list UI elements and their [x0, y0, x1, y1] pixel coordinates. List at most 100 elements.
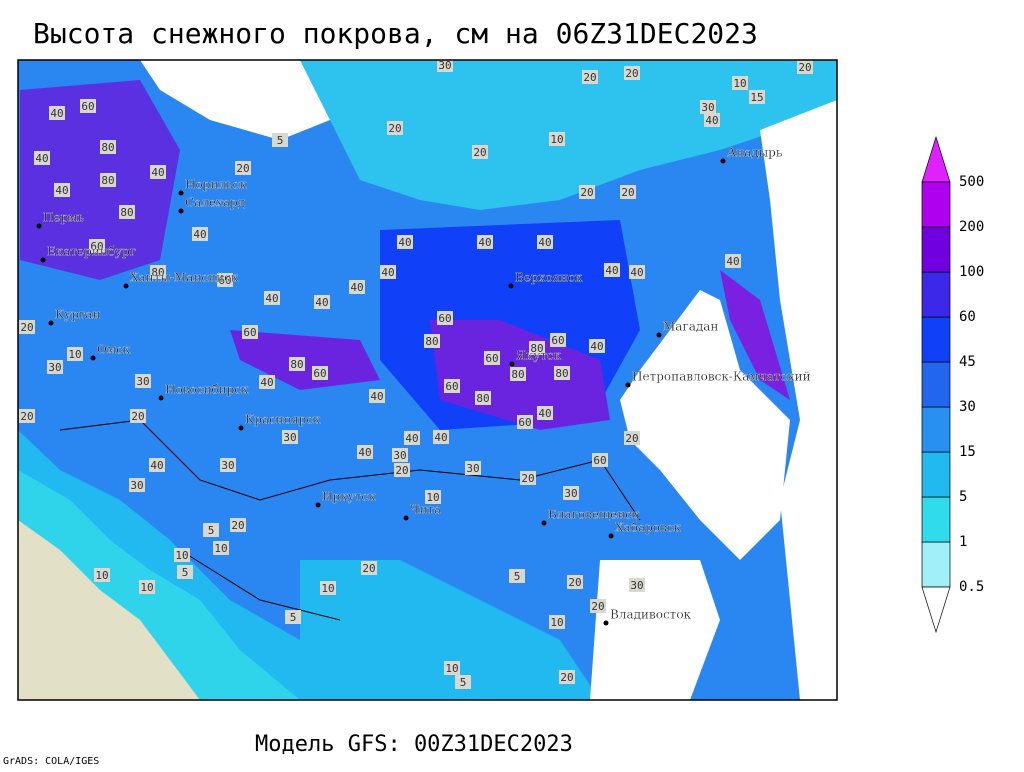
contour-label-box — [217, 273, 233, 287]
contour-label: 10 — [733, 77, 746, 90]
colorbar-segment — [921, 181, 951, 228]
contour-label: 20 — [231, 519, 244, 532]
city-dot — [40, 257, 46, 263]
contour-label-box — [19, 320, 35, 334]
contour-label-box — [19, 409, 35, 423]
contour-label: 20 — [20, 410, 33, 423]
contour-label: 10 — [95, 569, 108, 582]
contour-label-box — [230, 518, 246, 532]
contour-label-box — [192, 227, 208, 241]
city-label: Ханты-Мансийск — [130, 271, 239, 285]
title: Высота снежного покрова, см на 06Z31DEC2… — [33, 17, 758, 50]
contour-label-box — [472, 145, 488, 159]
colorbar-segment — [921, 271, 951, 318]
contour-label-box — [392, 448, 408, 462]
contour-label: 40 — [398, 236, 411, 249]
contour-label: 5 — [460, 676, 467, 689]
contour-label: 20 — [473, 146, 486, 159]
contour-label: 20 — [521, 472, 534, 485]
contour-label-box — [529, 341, 545, 355]
contour-label-box — [314, 295, 330, 309]
contour-label-box — [425, 490, 441, 504]
city-label: Верхоянск — [515, 271, 583, 285]
contour-label-box — [477, 235, 493, 249]
ocean — [140, 60, 330, 140]
contour-label-box — [520, 471, 536, 485]
map-frame — [17, 59, 838, 701]
colorbar-segment — [921, 361, 951, 408]
contour-label: 40 — [358, 446, 371, 459]
contour-label-box — [272, 133, 288, 147]
contour-label-box — [54, 183, 70, 197]
contour-label: 30 — [466, 462, 479, 475]
contour-label: 10 — [68, 348, 81, 361]
contour-label-box — [282, 430, 298, 444]
contour-label-box — [590, 599, 606, 613]
contour-label: 40 — [434, 431, 447, 444]
contour-label-box — [139, 580, 155, 594]
contour-label-box — [94, 568, 110, 582]
contour-label: 20 — [583, 71, 596, 84]
contour-label-box — [150, 165, 166, 179]
city-dot — [608, 533, 614, 539]
contour-label: 60 — [81, 100, 94, 113]
contour-label-box — [620, 185, 636, 199]
contour-label-box — [47, 360, 63, 374]
contour-label-box — [149, 458, 165, 472]
contour-label-box — [484, 351, 500, 365]
city-label: Красноярск — [245, 413, 321, 427]
contour-label: 40 — [705, 114, 718, 127]
contour-label-box — [349, 280, 365, 294]
contour-label: 40 — [605, 264, 618, 277]
contour-label-box — [80, 99, 96, 113]
city-dot — [238, 425, 244, 431]
contour-label: 80 — [530, 342, 543, 355]
contour-label-box — [177, 565, 193, 579]
contour-label: 40 — [50, 107, 63, 120]
contour-label: 40 — [350, 281, 363, 294]
contour-label-box — [129, 478, 145, 492]
contour-label-box — [387, 121, 403, 135]
city-dot — [656, 332, 662, 338]
contour-label: 80 — [425, 335, 438, 348]
city-dot — [90, 355, 96, 361]
city-dot — [720, 158, 726, 164]
contour-label-box — [130, 409, 146, 423]
contour-label: 40 — [151, 166, 164, 179]
contour-label-box — [537, 235, 553, 249]
city-label: Владивосток — [610, 608, 692, 622]
contour-label-box — [397, 235, 413, 249]
contour-label: 80 — [120, 206, 133, 219]
contour-label-box — [563, 486, 579, 500]
ice — [300, 60, 837, 210]
contour-label-box — [550, 333, 566, 347]
colorbar-label: 45 — [959, 354, 976, 370]
contour-label-box — [629, 578, 645, 592]
contour-label-box — [749, 90, 765, 104]
contour-label: 60 — [445, 380, 458, 393]
contour-label: 60 — [551, 334, 564, 347]
contour-label: 10 — [426, 491, 439, 504]
contour-label-box — [289, 357, 305, 371]
contour-label: 30 — [393, 449, 406, 462]
contour-label: 40 — [478, 236, 491, 249]
contour-label: 30 — [630, 579, 643, 592]
contour-label-box — [174, 548, 190, 562]
sea-of-okhotsk — [620, 290, 790, 560]
contour-label: 20 — [20, 321, 33, 334]
colorbar-segment — [921, 496, 951, 543]
contour-label-box — [135, 374, 151, 388]
colorbar-label: 1 — [959, 534, 967, 550]
contour-label-box — [235, 161, 251, 175]
contour-label-box — [433, 430, 449, 444]
contour-label-box — [67, 347, 83, 361]
contour-label-box — [554, 366, 570, 380]
contour-label-box — [704, 113, 720, 127]
border — [59, 419, 641, 621]
contour-label-box — [437, 311, 453, 325]
contour-label: 40 — [726, 255, 739, 268]
contour-label-box — [380, 265, 396, 279]
